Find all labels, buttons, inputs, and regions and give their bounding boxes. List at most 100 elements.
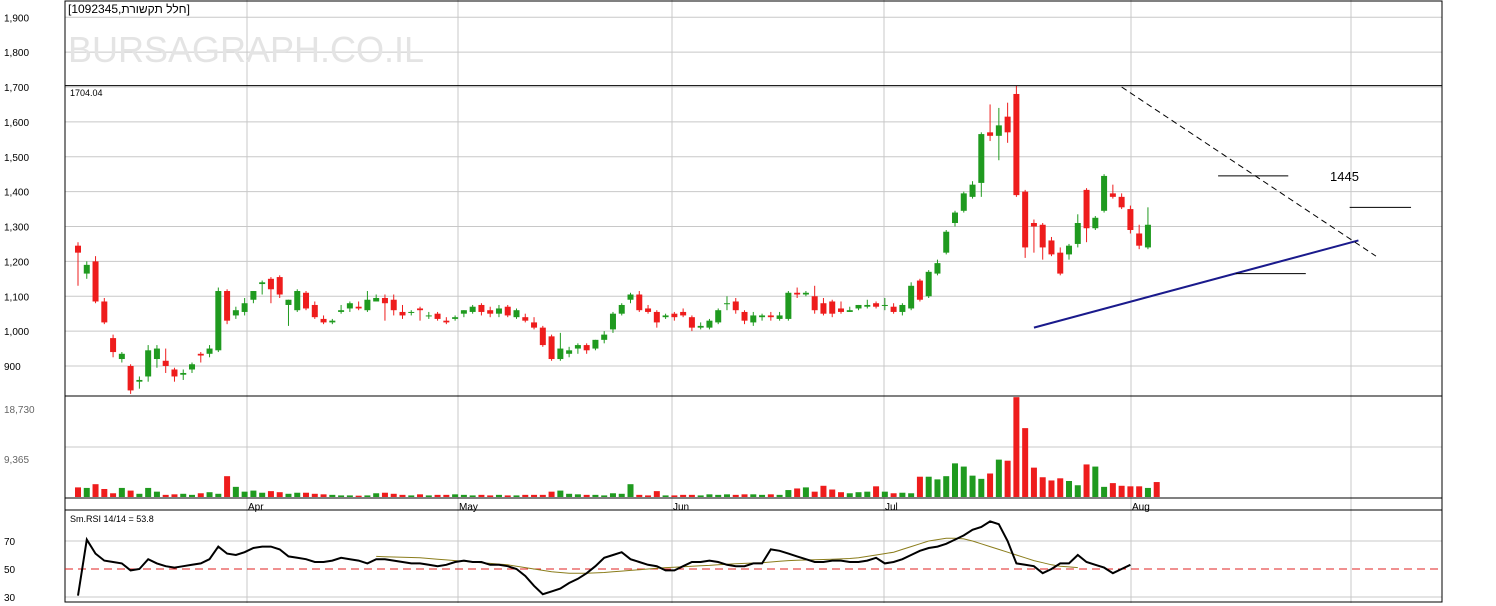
volume-bar [645,495,652,497]
volume-bar [934,479,941,497]
candle-body [1048,240,1055,255]
volume-bar [566,493,573,497]
candle-body [978,134,985,183]
volume-bar [276,492,283,497]
candle-body [566,350,573,354]
candle-body [1004,116,1011,133]
candle-body [671,313,678,318]
volume-bar [890,493,897,497]
price-tick-label: 900 [4,362,21,373]
candle-body [662,315,669,318]
candle-body [75,245,81,253]
volume-bar [153,491,160,497]
volume-bar [618,493,625,497]
volume-bar [636,494,643,497]
candle-body [92,261,99,302]
volume-bar [539,494,546,497]
volume-bar [1030,467,1037,497]
candle-body [250,291,257,300]
candle-body [846,310,853,312]
volume-bar [232,486,239,497]
volume-bar [881,491,888,497]
volume-bar [373,493,380,497]
volume-bar [785,490,792,497]
candle-body [776,315,783,319]
chart-frame [64,0,1443,603]
candle-body [987,132,994,136]
volume-bar [741,494,748,497]
candle-body [381,297,388,304]
candle-body [495,308,502,314]
candle-body [1127,209,1134,230]
volume-bar [899,492,906,497]
candle-body [952,212,958,224]
candle-body [837,308,844,312]
candle-body [1022,191,1029,248]
price-tick-label: 1,800 [4,48,29,59]
candle-body [873,303,880,307]
volume-bar [1101,486,1108,497]
volume-bar [1153,482,1160,497]
volume-bar [285,493,292,497]
watermark: BURSAGRAPH.CO.IL [68,29,424,70]
volume-bar [294,492,301,497]
price-tick-label: 1,900 [4,13,29,24]
volume-bar [1144,487,1151,497]
volume-bar [732,494,739,497]
volume-bar [303,492,310,497]
volume-bar [574,494,581,497]
candle-body [697,325,704,328]
candle-body [653,311,660,323]
volume-bar [259,492,266,497]
candle-body [680,311,687,316]
volume-bar [557,490,564,497]
candle-body [820,303,827,314]
volume-bar [548,491,555,497]
volume-bar [609,493,616,497]
candle-body [232,310,239,316]
volume-bar [513,495,520,497]
volume-bar [531,494,538,497]
candle-body [1057,252,1064,274]
candle-body [1013,93,1020,196]
candle-body [960,193,967,211]
candle-body [1144,224,1151,248]
volume-bar [417,494,424,497]
volume-bar [1127,486,1134,497]
volume-bar [250,490,257,497]
volume-bar [697,495,704,497]
candle-body [522,317,529,321]
volume-bar [110,493,117,497]
candle-body [794,292,801,295]
price-tick-label: 1,000 [4,327,29,338]
candle-body [329,320,336,323]
volume-bar [706,494,713,497]
volume-bar [92,484,99,497]
candle-body [881,304,888,306]
volume-bar [408,495,415,497]
volume-bar [495,494,502,497]
candle-body [601,334,608,340]
candle-body [145,350,152,377]
date-tick-label: Jul [885,502,898,513]
rsi-line [77,520,1131,596]
volume-bar [837,492,844,497]
volume-bar [434,494,441,497]
candle-body [303,292,310,309]
candle-body [504,306,511,316]
volume-bar [864,491,871,497]
volume-bar [189,494,196,497]
annotation-1445: 1445 [1330,169,1359,184]
candle-body [548,336,555,360]
candle-body [487,310,494,314]
volume-bar [1109,483,1116,497]
candle-body [127,366,134,391]
candle-body [557,348,564,360]
resistance-trendline [1121,86,1377,257]
volume-bar [425,495,432,497]
candle-body [171,369,178,377]
date-axis: Apr May Jun Jul Aug [248,502,1150,513]
price-tick-label: 1,600 [4,118,29,129]
volume-bar [267,491,274,497]
price-tick-label: 1,400 [4,188,29,199]
